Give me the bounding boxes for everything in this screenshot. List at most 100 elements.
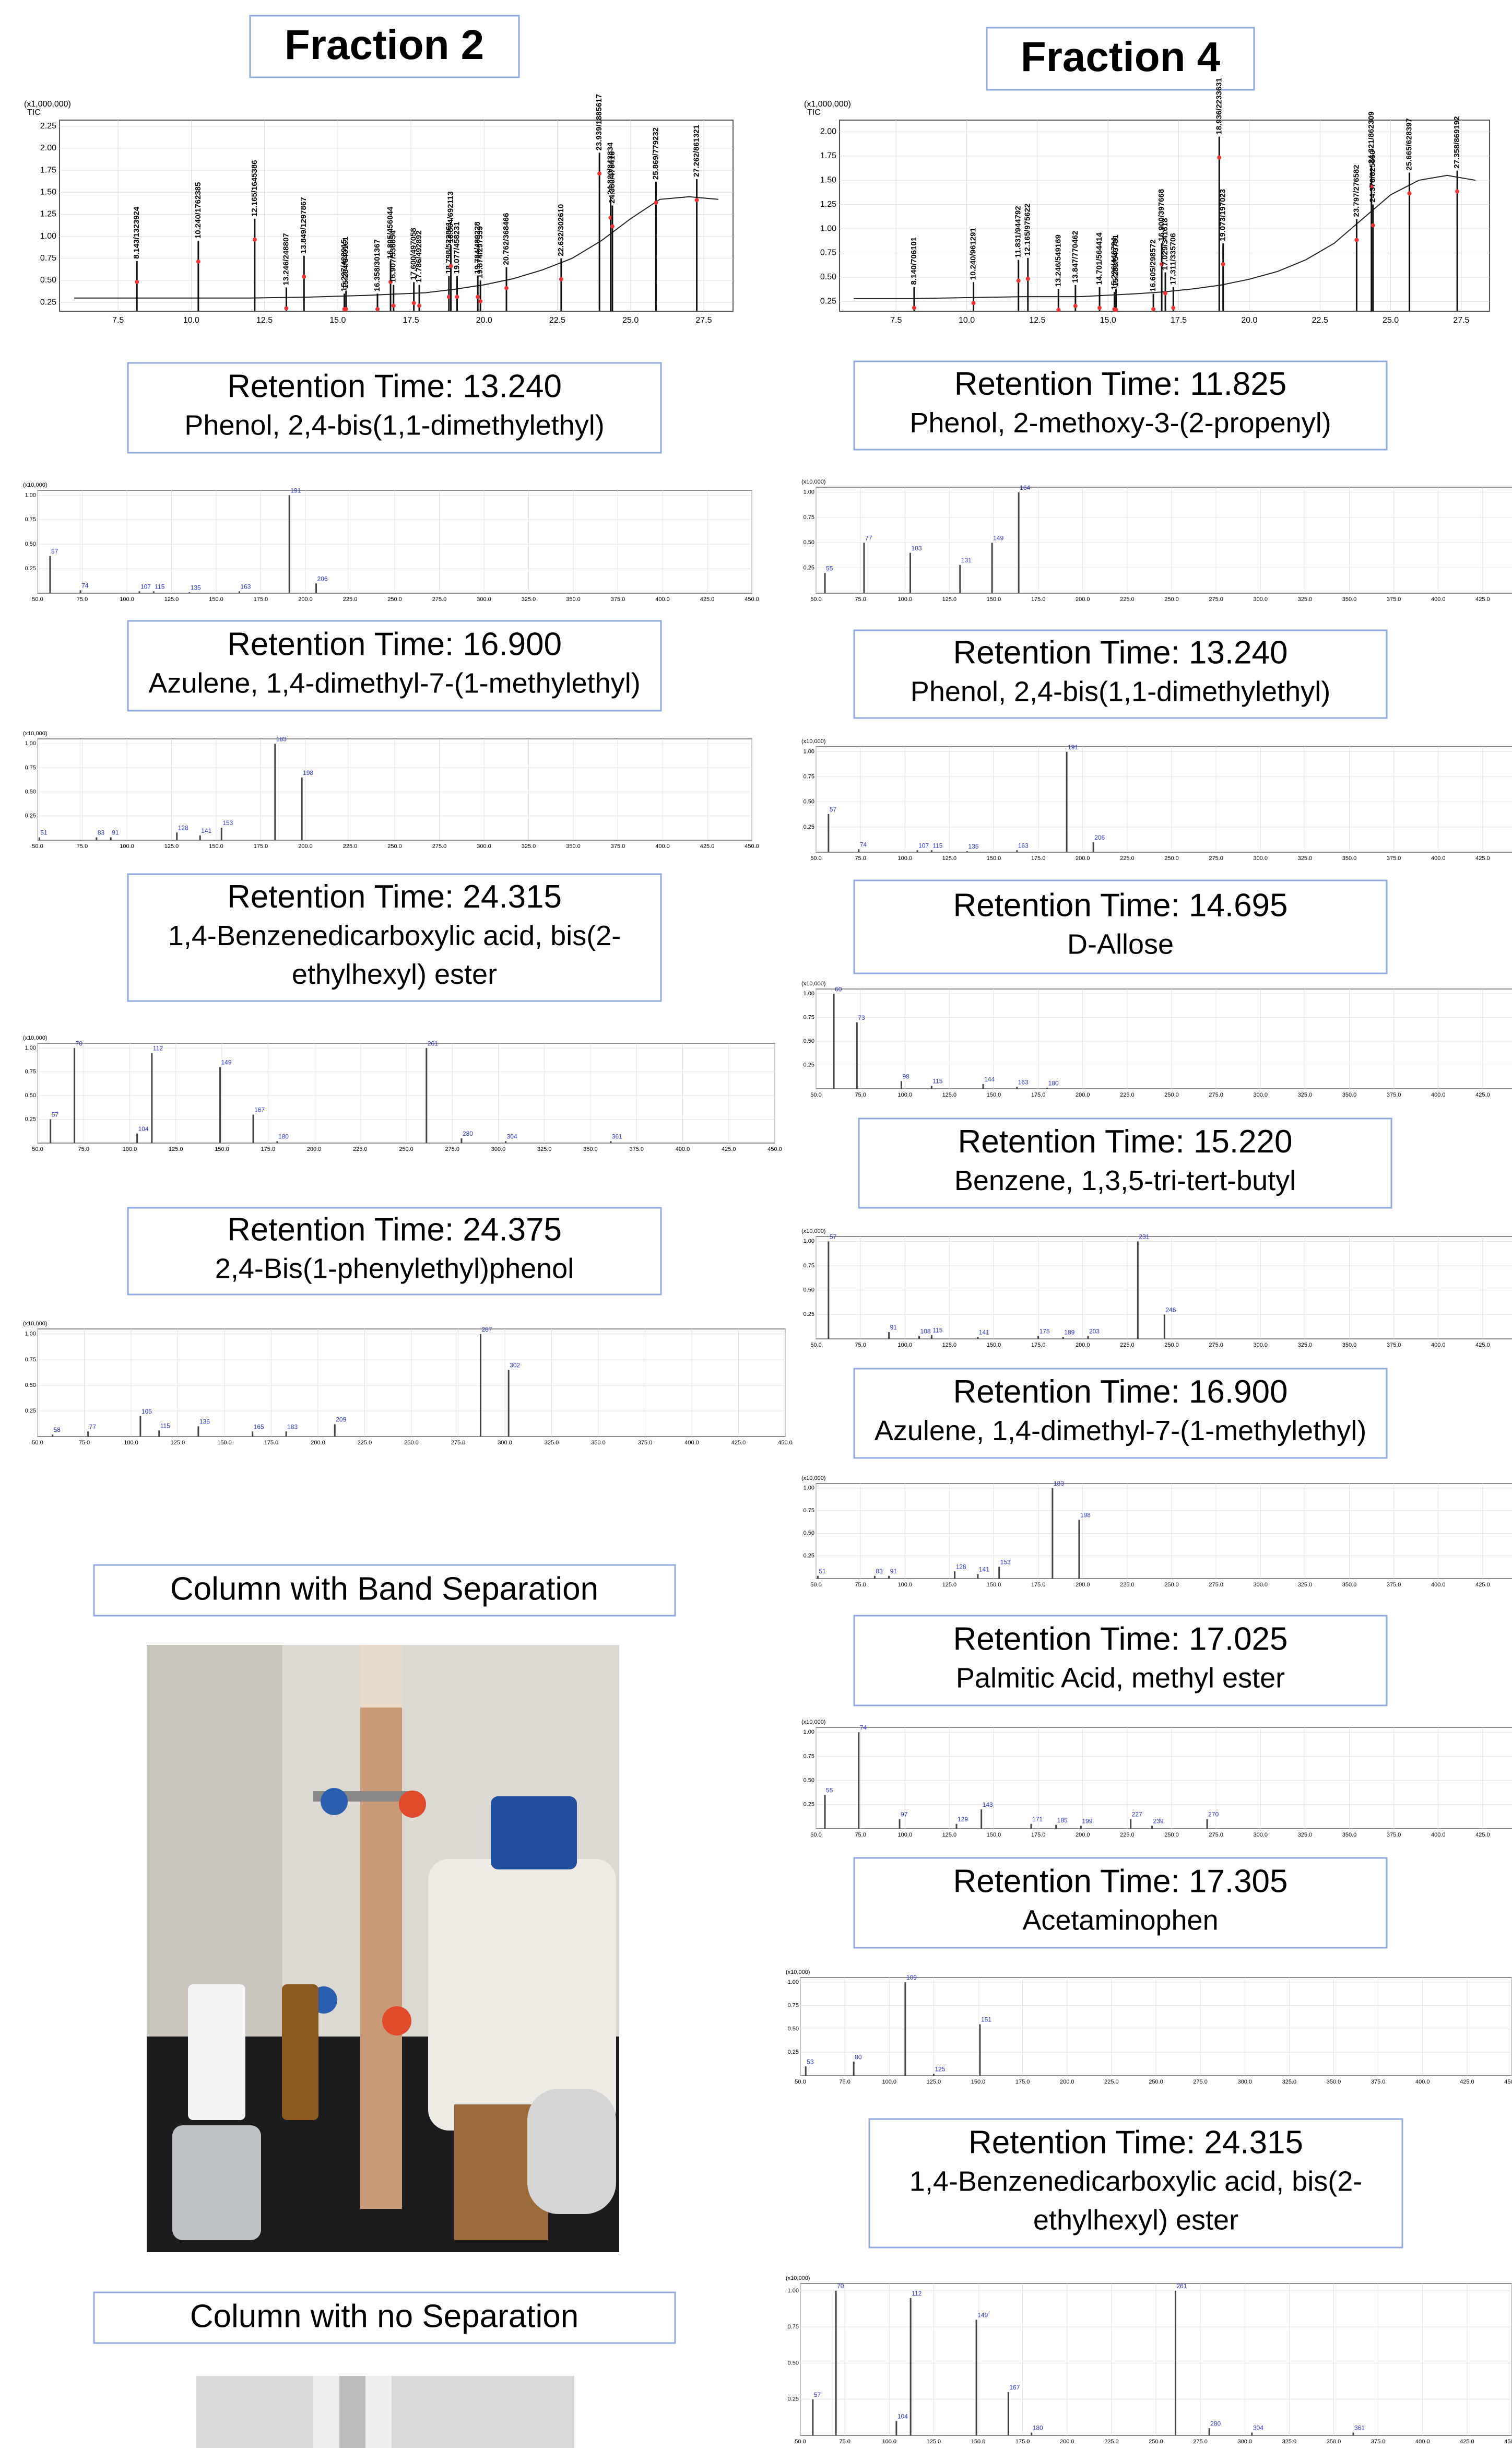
peak-label: 151 bbox=[981, 2016, 991, 2023]
x-tick-label: 400.0 bbox=[1431, 1092, 1446, 1098]
x-tick-label: 350.0 bbox=[1342, 1582, 1357, 1588]
x-tick-label: 300.0 bbox=[1253, 855, 1268, 862]
x-tick-label: 200.0 bbox=[1076, 1582, 1090, 1588]
x-tick-label: 425.0 bbox=[1475, 1582, 1490, 1588]
x-tick-label: 150.0 bbox=[971, 2439, 986, 2445]
x-tick-label: 425.0 bbox=[1460, 2439, 1474, 2445]
x-tick-label: 150.0 bbox=[209, 843, 223, 850]
peak-label: 185 bbox=[1057, 1817, 1068, 1824]
peak-label: 73 bbox=[858, 1014, 865, 1021]
x-tick-label: 325.0 bbox=[537, 1146, 552, 1152]
peak-label: 171 bbox=[1032, 1816, 1043, 1823]
peak-label: 199 bbox=[1082, 1818, 1092, 1825]
y-tick-label: 0.75 bbox=[788, 2003, 799, 2009]
peak-marker bbox=[1097, 306, 1102, 310]
x-tick-label: 175.0 bbox=[254, 596, 268, 603]
x-tick-label: 75.0 bbox=[839, 2079, 850, 2085]
retention-time: Retention Time: 13.240 bbox=[953, 634, 1287, 670]
peak-label: 77 bbox=[865, 535, 872, 542]
peak-label: 57 bbox=[51, 548, 58, 555]
compound-name: Phenol, 2-methoxy-3-(2-propenyl) bbox=[909, 407, 1331, 439]
x-tick-label: 425.0 bbox=[700, 596, 715, 603]
x-tick-label: 350.0 bbox=[1327, 2439, 1341, 2445]
x-tick-label: 400.0 bbox=[655, 843, 670, 850]
x-tick-label: 225.0 bbox=[1104, 2439, 1119, 2445]
peak-label: 112 bbox=[912, 2290, 922, 2297]
scale-label: (x10,000) bbox=[786, 2275, 810, 2281]
peak-label: 167 bbox=[254, 1107, 265, 1114]
x-tick-label: 125.0 bbox=[942, 1832, 957, 1838]
x-tick-label: 425.0 bbox=[731, 1440, 746, 1446]
x-tick-label: 75.0 bbox=[855, 1092, 866, 1098]
peak-marker bbox=[476, 295, 480, 299]
x-tick-label: 400.0 bbox=[655, 596, 670, 603]
x-tick-label: 225.0 bbox=[1120, 855, 1135, 862]
peak-label: 24.376/825560 bbox=[1368, 150, 1377, 203]
x-tick-label: 175.0 bbox=[261, 1146, 275, 1152]
x-tick-label: 375.0 bbox=[1371, 2079, 1386, 2085]
peak-label: 144 bbox=[984, 1076, 995, 1083]
peak-label: 304 bbox=[1253, 2425, 1263, 2432]
peak-label: 83 bbox=[98, 829, 105, 837]
peak-label: 14.701/564414 bbox=[1095, 232, 1104, 285]
x-tick-label: 175.0 bbox=[1031, 596, 1046, 603]
peak-label: 163 bbox=[1018, 842, 1029, 849]
y-tick-label: 0.50 bbox=[25, 1382, 36, 1388]
peak-marker bbox=[1371, 223, 1375, 228]
scale-label: (x10,000) bbox=[23, 1035, 47, 1041]
y-tick-label: 1.00 bbox=[804, 749, 814, 755]
x-tick-label: 275.0 bbox=[1209, 1582, 1223, 1588]
peak-label: 83 bbox=[876, 1568, 883, 1575]
x-tick-label: 50.0 bbox=[810, 596, 821, 603]
x-tick-label: 100.0 bbox=[897, 1582, 912, 1588]
photo bbox=[147, 1645, 619, 2252]
x-tick-label: 275.0 bbox=[1209, 855, 1223, 862]
signal-label: TIC bbox=[807, 108, 821, 117]
x-tick-label: 325.0 bbox=[1298, 1092, 1313, 1098]
x-tick-label: 75.0 bbox=[77, 596, 88, 603]
x-tick-label: 325.0 bbox=[1298, 1832, 1313, 1838]
peak-label: 77 bbox=[89, 1423, 97, 1430]
x-tick-label: 400.0 bbox=[1431, 1342, 1446, 1348]
peak-label: 13.246/248807 bbox=[281, 233, 290, 285]
peak-label: 141 bbox=[979, 1328, 989, 1336]
peak-label: 143 bbox=[983, 1801, 993, 1808]
peak-label: 27.262/861321 bbox=[692, 125, 701, 177]
peak-label: 105 bbox=[141, 1408, 152, 1415]
x-tick-label: 300.0 bbox=[1253, 1092, 1268, 1098]
x-tick-label: 425.0 bbox=[700, 843, 715, 850]
x-tick-label: 75.0 bbox=[855, 596, 866, 603]
x-tick-label: 375.0 bbox=[1387, 1582, 1401, 1588]
peak-label: 20.762/368466 bbox=[502, 213, 511, 265]
y-tick-label: 0.75 bbox=[804, 1753, 814, 1759]
peak-label: 55 bbox=[826, 565, 833, 572]
x-tick-label: 400.0 bbox=[1415, 2079, 1430, 2085]
scale-label: (x10,000) bbox=[23, 731, 47, 737]
x-tick-label: 7.5 bbox=[890, 316, 902, 325]
peak-label: 270 bbox=[1208, 1811, 1219, 1818]
peak-label: 246 bbox=[1165, 1307, 1176, 1314]
x-tick-label: 425.0 bbox=[1475, 855, 1490, 862]
x-tick-label: 325.0 bbox=[1282, 2439, 1297, 2445]
x-tick-label: 15.0 bbox=[329, 316, 346, 325]
peak-label: 12.165/1645386 bbox=[250, 160, 259, 216]
peak-label: 136 bbox=[199, 1418, 210, 1426]
x-tick-label: 450.0 bbox=[1504, 2439, 1512, 2445]
scale-label: (x10,000) bbox=[23, 482, 47, 488]
y-tick-label: 0.25 bbox=[804, 1311, 814, 1317]
peak-label: 175 bbox=[1040, 1328, 1050, 1335]
x-tick-label: 150.0 bbox=[971, 2079, 986, 2085]
peak-label: 104 bbox=[138, 1125, 149, 1133]
peak-label: 74 bbox=[860, 1724, 867, 1731]
peak-label: 53 bbox=[807, 2058, 814, 2065]
x-tick-label: 250.0 bbox=[404, 1440, 419, 1446]
peak-marker bbox=[375, 307, 380, 311]
compound-name: Phenol, 2,4-bis(1,1-dimethylethyl) bbox=[184, 409, 604, 441]
peak-label: 70 bbox=[76, 1040, 83, 1047]
y-tick-label: 1.00 bbox=[788, 1979, 799, 1985]
x-tick-label: 175.0 bbox=[1031, 1832, 1046, 1838]
peak-label: 11.831/944792 bbox=[1014, 206, 1023, 257]
x-tick-label: 100.0 bbox=[882, 2439, 896, 2445]
y-tick-label: 0.25 bbox=[804, 1802, 814, 1808]
x-tick-label: 100.0 bbox=[120, 843, 134, 850]
